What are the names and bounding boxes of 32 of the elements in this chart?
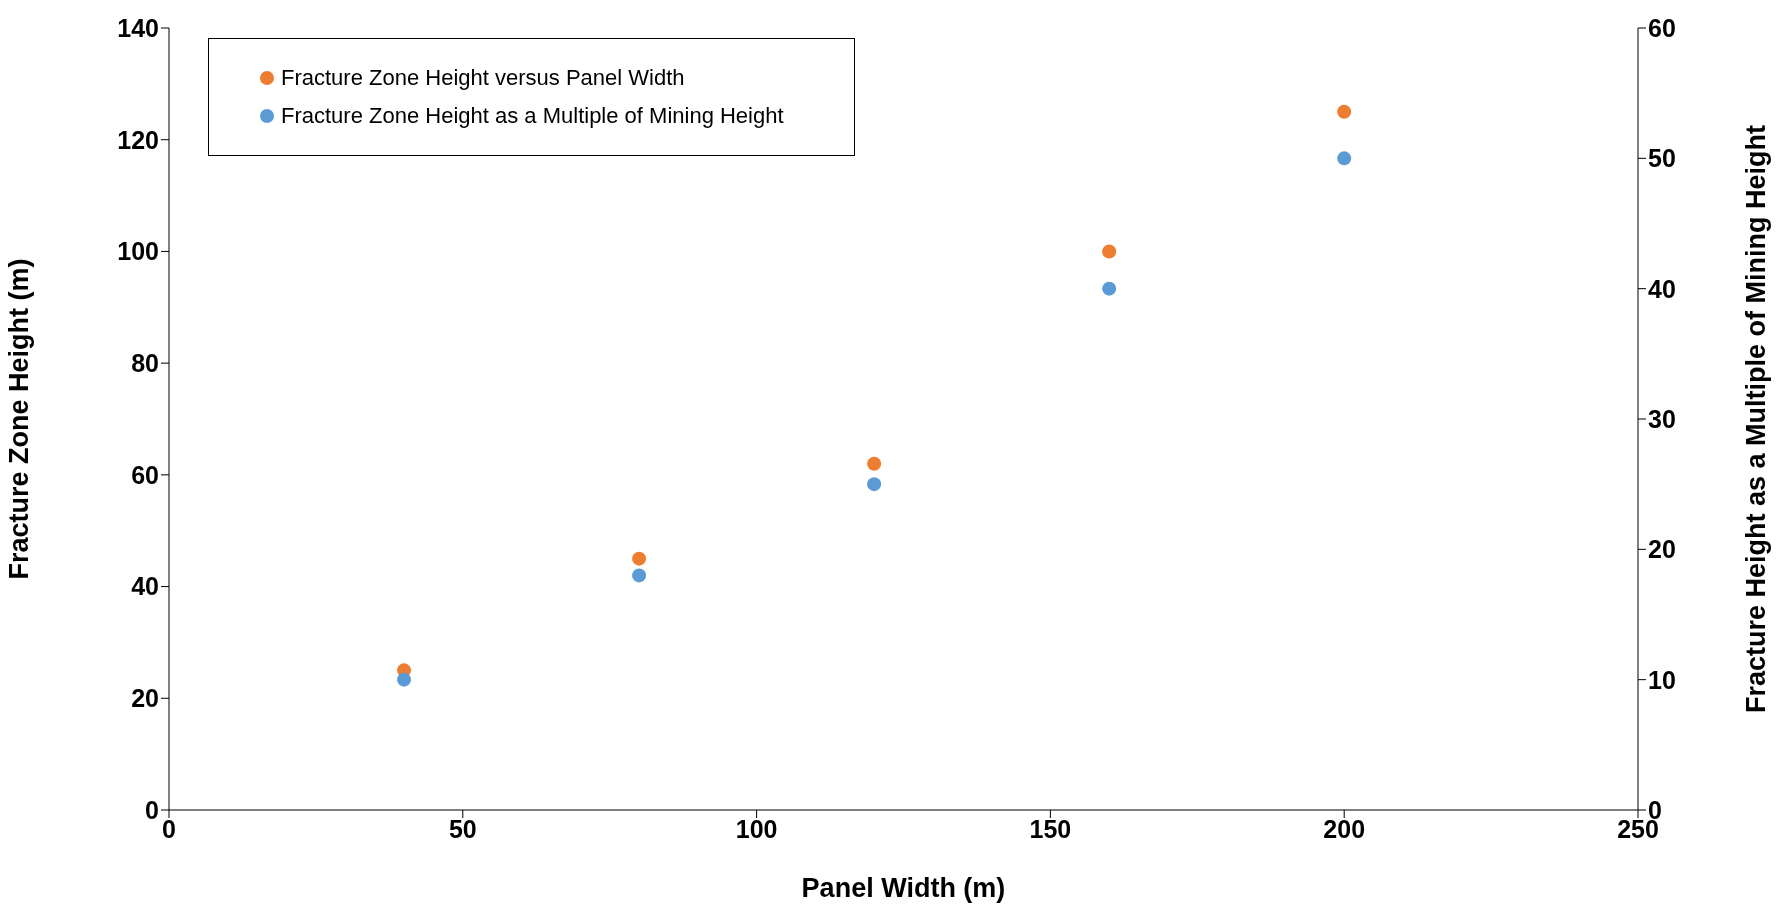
y2-tick-label: 50 — [1648, 144, 1676, 173]
y-tick-label: 140 — [117, 13, 159, 42]
point — [1337, 104, 1352, 119]
y-axis-title: Fracture Zone Height (m) — [3, 258, 34, 580]
y2-tick-label: 40 — [1648, 274, 1676, 303]
point — [867, 456, 882, 471]
y2-tick-label: 10 — [1648, 665, 1676, 694]
y2-tick-label: 30 — [1648, 404, 1676, 433]
legend-label: Fracture Zone Height as a Multiple of Mining Height — [281, 103, 784, 129]
point — [1102, 244, 1117, 259]
y-tick-label: 0 — [145, 795, 159, 824]
y-tick-label: 120 — [117, 125, 159, 154]
y2-axis-title: Fracture Height as a Multiple of Mining Height — [1740, 124, 1771, 714]
x-tick-label: 200 — [1323, 814, 1366, 843]
y-tick-label: 60 — [131, 460, 159, 489]
x-tick-label: 100 — [735, 814, 778, 843]
x-tick-label: 150 — [1029, 814, 1072, 843]
y-tick-label: 100 — [117, 237, 159, 266]
y2-tick-label: 20 — [1648, 535, 1676, 564]
y2-tick-label: 60 — [1648, 13, 1676, 42]
point — [1102, 281, 1117, 296]
point — [867, 477, 882, 492]
point — [1337, 151, 1352, 166]
legend-label: Fracture Zone Height versus Panel Width — [281, 65, 685, 91]
x-axis-title: Panel Width (m) — [801, 873, 1006, 903]
point — [397, 672, 412, 687]
point — [632, 568, 647, 583]
x-tick-label: 50 — [448, 814, 477, 843]
point — [632, 551, 647, 566]
y-tick-label: 40 — [131, 572, 159, 601]
y-tick-label: 20 — [131, 684, 159, 713]
y-tick-label: 80 — [131, 349, 159, 378]
